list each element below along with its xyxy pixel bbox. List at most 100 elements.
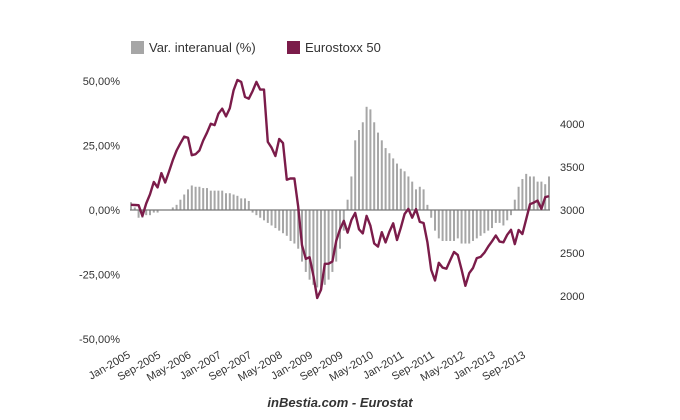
bar [247,200,250,210]
eurostoxx-line [130,78,550,300]
bar [513,199,516,210]
line-series [130,78,550,300]
bar [130,202,132,210]
bar [422,189,425,210]
bar [441,210,444,241]
bar [304,210,307,272]
bar [498,210,501,223]
bar [365,106,368,210]
bar [358,130,360,210]
bar [198,186,201,210]
bar [213,190,216,210]
bar [255,210,258,216]
bar [521,179,524,210]
right-axis: 4000 3500 3000 2500 2000 [560,119,584,303]
bar [525,173,528,210]
bar [221,190,224,210]
legend-swatch-eurostoxx [287,41,300,54]
bar [464,210,467,244]
bar [323,210,326,285]
bar [171,207,174,210]
bar [259,210,262,218]
bar [510,210,512,216]
bar [206,188,208,210]
bar [479,210,482,236]
bar [251,210,254,213]
left-tick-label: -50,00% [79,334,120,346]
bar-series [130,106,550,288]
bar [156,210,159,213]
bar [384,148,387,210]
bar [396,163,398,210]
bar [536,181,539,210]
bar [244,198,246,210]
bar [502,210,505,226]
right-tick-label: 2500 [560,248,584,260]
bar [415,189,417,210]
legend-label-eurostoxx: Eurostoxx 50 [305,40,381,55]
bar [434,210,436,231]
bar [190,185,193,210]
right-tick-label: 3000 [560,205,584,217]
bar [270,210,273,226]
bar [475,210,478,239]
bar [236,195,239,210]
bar [506,210,509,221]
bar [266,210,269,223]
bar [289,210,292,241]
right-tick-label: 2000 [560,291,584,303]
bar [175,204,178,210]
bar [540,181,543,210]
bar [426,204,429,210]
bar [327,210,330,280]
bar [350,176,353,210]
bar [316,210,319,288]
legend-item-var-interanual[interactable]: Var. interanual (%) [131,40,256,55]
left-axis: 50,00% 25,00% 0,00% -25,00% -50,00% [79,76,120,346]
bar [487,210,490,231]
left-tick-label: -25,00% [79,270,120,282]
bar [232,194,235,210]
bar [529,176,531,210]
left-tick-label: 25,00% [83,141,121,153]
bar [209,190,212,210]
bar [430,210,433,218]
bar [460,210,463,244]
legend-label-var-interanual: Var. interanual (%) [149,40,256,55]
bar [491,210,493,229]
bar [278,210,281,231]
bar [293,210,296,244]
bar [532,176,535,210]
bar [403,171,406,210]
bar [437,210,440,239]
bar [194,186,197,210]
bar [361,122,364,210]
bar [369,109,372,210]
x-axis: Jan-2005Sep-2005May-2006Jan-2007Sep-2007… [87,349,528,384]
bar [494,210,497,223]
bar [149,210,151,216]
bar [217,190,220,210]
chart-footer: inBestia.com - Eurostat [267,395,413,410]
right-tick-label: 3500 [560,162,584,174]
bar [517,186,520,210]
left-tick-label: 50,00% [83,76,121,88]
bar [187,189,189,210]
bar [373,122,376,210]
bar [445,210,448,241]
bar [407,176,410,210]
bar [285,210,288,236]
bar [274,210,277,229]
bar [240,198,243,210]
bar [399,168,402,210]
bar [472,210,474,241]
bar [354,140,357,210]
bar [183,194,186,210]
left-tick-label: 0,00% [89,205,120,217]
bar [263,210,265,221]
legend: Var. interanual (%) Eurostoxx 50 [131,40,381,55]
bar [228,193,231,210]
bar [152,210,155,213]
legend-item-eurostoxx[interactable]: Eurostoxx 50 [287,40,381,55]
